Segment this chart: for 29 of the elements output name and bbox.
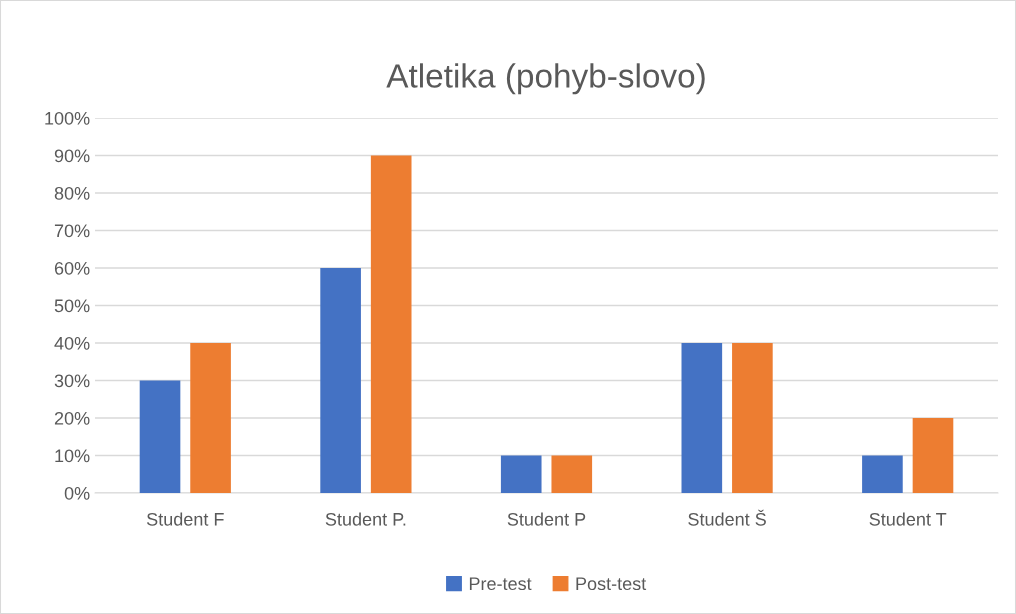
y-tick-label: 0% bbox=[64, 486, 90, 500]
x-tick-label: Student F bbox=[146, 512, 224, 526]
bar bbox=[370, 155, 412, 493]
y-tick-label: 70% bbox=[54, 224, 90, 238]
bar bbox=[732, 343, 773, 493]
bar bbox=[139, 380, 181, 493]
bar bbox=[681, 343, 723, 493]
bar bbox=[551, 455, 593, 493]
x-tick-label: Student Š bbox=[688, 509, 766, 526]
x-tick-label: Student T bbox=[869, 512, 947, 526]
y-tick-label: 90% bbox=[54, 149, 90, 163]
y-tick-label: 80% bbox=[54, 186, 90, 200]
chart-title: Atletika (pohyb-slovo) bbox=[386, 63, 705, 95]
y-tick-label: 40% bbox=[54, 336, 90, 350]
y-tick-label: 100% bbox=[45, 111, 90, 125]
bar bbox=[912, 418, 954, 493]
y-tick-label: 50% bbox=[54, 299, 90, 313]
y-tick-label: 20% bbox=[54, 411, 90, 425]
x-tick-label: Student P bbox=[507, 512, 586, 526]
legend-label: Pre-test bbox=[469, 577, 532, 591]
y-tick-label: 10% bbox=[55, 449, 90, 463]
x-tick-label: Student P. bbox=[325, 512, 406, 526]
legend-label: Post-test bbox=[576, 577, 647, 591]
bar bbox=[190, 343, 231, 493]
bar bbox=[500, 455, 542, 493]
y-tick-label: 60% bbox=[54, 261, 90, 275]
y-tick-label: 30% bbox=[54, 374, 90, 388]
bar bbox=[862, 455, 903, 493]
bar bbox=[320, 268, 361, 493]
